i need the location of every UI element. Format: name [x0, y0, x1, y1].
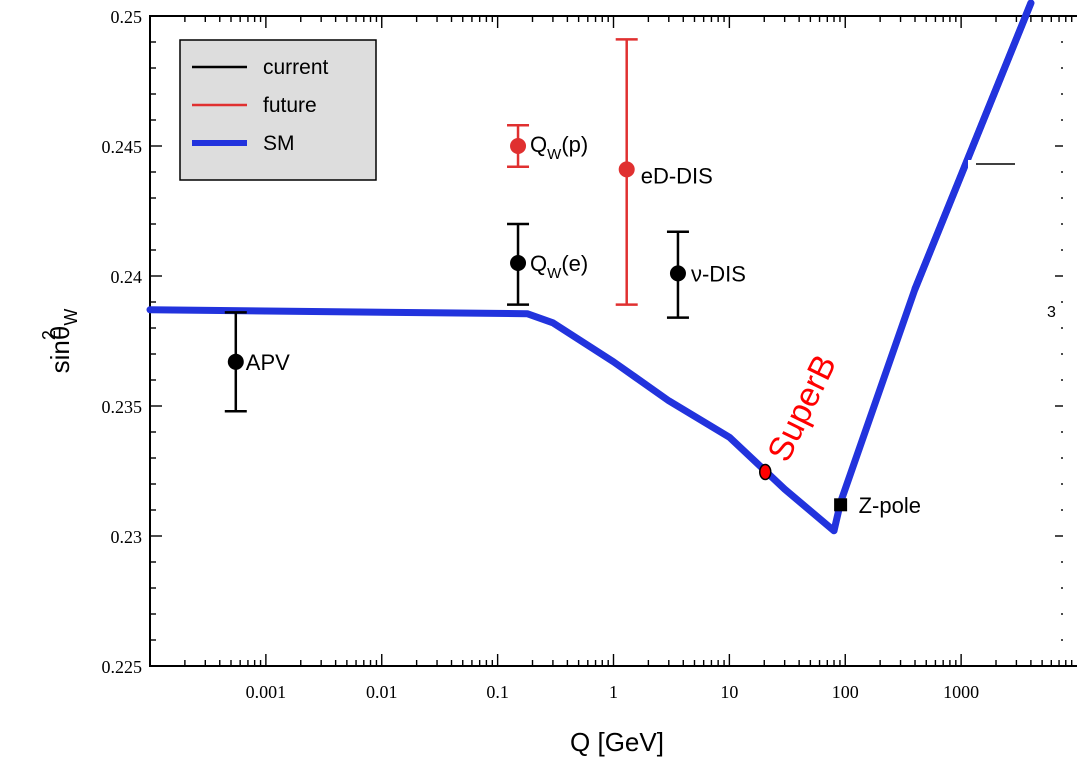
plot-frame [149, 15, 1077, 667]
x-tick-label: 100 [832, 682, 859, 702]
point-label: QW(p) [530, 132, 588, 163]
x-tick-label: 10 [720, 682, 738, 702]
superb-annotation: SuperB [759, 349, 844, 481]
point-qw-e-: QW(e) [507, 222, 588, 306]
circle-marker [227, 353, 244, 370]
x-axis-label: Q [GeV] [570, 727, 664, 757]
x-tick-label: 0.01 [366, 682, 398, 702]
point-label: APV [246, 350, 290, 375]
y-tick-label: 0.225 [102, 657, 143, 677]
cover-patch [976, 160, 1016, 340]
point-label: Z-pole [859, 493, 921, 518]
superb-marker [759, 463, 772, 481]
legend-label-sm: SM [263, 132, 295, 155]
point-label: QW(e) [530, 251, 588, 282]
y-tick-label: 0.245 [102, 137, 143, 157]
y-axis-label: sin2θW [39, 309, 81, 374]
legend-label-current: current [263, 56, 329, 79]
y-axis-label-text: sin2θW [39, 309, 81, 374]
data-points: APV QW(e) ν-DIS Z-pole QW(p) eD-DIS [224, 38, 921, 518]
cover-patch-edge [968, 160, 976, 180]
legend-label-future: future [263, 94, 317, 117]
circle-marker [510, 138, 527, 154]
x-tick-label: 0.1 [486, 682, 509, 702]
square-marker [834, 498, 848, 512]
point-qw-p-: QW(p) [507, 123, 588, 169]
point-apv: APV [224, 311, 290, 413]
clipped-artifacts: 3 [911, 0, 1056, 340]
x-tick-label: 1000 [943, 682, 979, 702]
superb-label: SuperB [760, 349, 844, 468]
legend-box [179, 39, 377, 181]
clipped-text: 3 [1047, 304, 1056, 321]
x-tick-label: 0.001 [246, 682, 287, 702]
circle-marker [669, 265, 686, 282]
y-tick-label: 0.23 [111, 527, 143, 547]
axis-tick-labels: 0.001 0.01 0.1 1 10 100 1000 0.225 0.23 0.235 0.24… [102, 7, 980, 702]
legend: current future SM [179, 39, 377, 181]
y-tick-label: 0.24 [111, 267, 143, 287]
point-label: ν-DIS [691, 261, 746, 286]
circle-marker [618, 161, 635, 178]
y-tick-label: 0.25 [111, 7, 143, 27]
point-z-pole: Z-pole [834, 493, 921, 518]
sm-curve [146, 0, 1035, 535]
axis-ticks [149, 15, 1073, 667]
y-tick-label: 0.235 [102, 397, 143, 417]
circle-marker [510, 255, 527, 271]
x-tick-label: 1 [609, 682, 618, 702]
point-label: eD-DIS [641, 163, 713, 188]
sm-curve-overlay [911, 0, 1035, 293]
point-ed-dis: eD-DIS [615, 38, 713, 306]
point--dis: ν-DIS [666, 230, 746, 319]
